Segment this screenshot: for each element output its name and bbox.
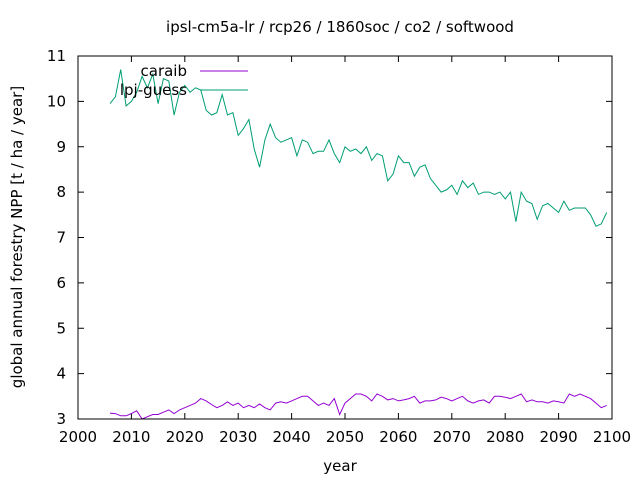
y-tick-label: 7 <box>56 229 66 247</box>
legend-label: lpj-guess <box>120 81 187 99</box>
x-tick-label: 2080 <box>486 428 524 446</box>
y-tick-label: 6 <box>56 274 66 292</box>
series-line-caraib <box>109 393 607 420</box>
x-tick-label: 2040 <box>273 428 311 446</box>
x-tick-label: 2030 <box>219 428 257 446</box>
y-tick-label: 8 <box>56 183 66 201</box>
legend-label: caraib <box>141 62 188 80</box>
x-axis-label: year <box>323 457 357 475</box>
x-tick-label: 2070 <box>433 428 471 446</box>
y-tick-label: 4 <box>56 365 66 383</box>
x-tick-label: 2020 <box>166 428 204 446</box>
y-tick-label: 3 <box>56 410 66 428</box>
chart-title: ipsl-cm5a-lr / rcp26 / 1860soc / co2 / s… <box>166 18 514 36</box>
x-tick-label: 2050 <box>326 428 364 446</box>
y-tick-label: 11 <box>47 47 66 65</box>
y-tick-label: 5 <box>56 319 66 337</box>
x-tick-label: 2090 <box>540 428 578 446</box>
x-tick-label: 2010 <box>112 428 150 446</box>
x-tick-label: 2000 <box>59 428 97 446</box>
y-tick-label: 10 <box>47 92 66 110</box>
plot-frame <box>77 55 613 420</box>
y-axis-label: global annual forestry NPP [t / ha / yea… <box>8 86 26 388</box>
x-tick-label: 2100 <box>593 428 631 446</box>
y-tick-label: 9 <box>56 138 66 156</box>
series-line-lpj-guess <box>109 69 608 227</box>
x-tick-label: 2060 <box>379 428 417 446</box>
